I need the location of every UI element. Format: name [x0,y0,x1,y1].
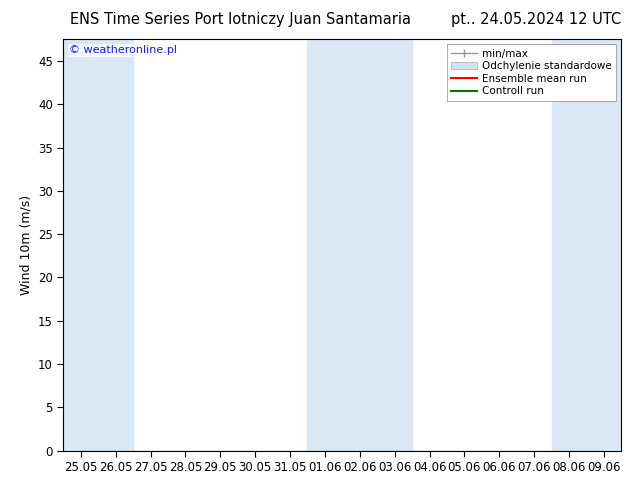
Y-axis label: Wind 10m (m/s): Wind 10m (m/s) [20,195,32,295]
Bar [63,39,133,451]
Bar [307,39,412,451]
Text: ENS Time Series Port lotniczy Juan Santamaria: ENS Time Series Port lotniczy Juan Santa… [70,12,411,27]
Bar [552,39,621,451]
Text: © weatheronline.pl: © weatheronline.pl [69,46,177,55]
Legend: min/max, Odchylenie standardowe, Ensemble mean run, Controll run: min/max, Odchylenie standardowe, Ensembl… [447,45,616,100]
Text: pt.. 24.05.2024 12 UTC: pt.. 24.05.2024 12 UTC [451,12,621,27]
